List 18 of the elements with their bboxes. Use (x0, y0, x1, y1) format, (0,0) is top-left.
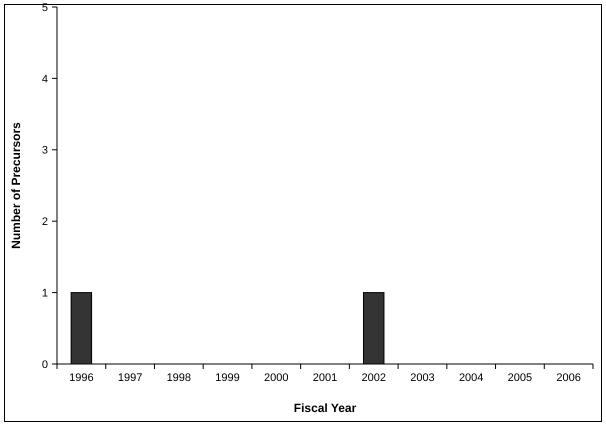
x-tick-label: 2003 (410, 372, 435, 384)
y-axis-title: Number of Precursors (9, 122, 23, 249)
x-tick-label: 1998 (166, 372, 192, 384)
x-tick-label: 2005 (508, 372, 532, 384)
x-tick-label: 2004 (458, 372, 484, 384)
x-tick-label: 1996 (69, 372, 94, 384)
x-tick-label: 1999 (215, 372, 240, 384)
x-tick-label: 2001 (312, 372, 338, 384)
x-tick-label: 2002 (361, 372, 386, 384)
x-axis-title: Fiscal Year (294, 401, 357, 415)
x-tick-label: 2000 (264, 372, 289, 384)
x-tick-label: 2006 (556, 372, 581, 384)
y-tick-label: 1 (42, 287, 48, 300)
y-tick-label: 0 (42, 358, 48, 371)
y-tick-label: 4 (42, 73, 48, 86)
y-tick-label: 2 (42, 216, 48, 228)
x-tick-label: 1997 (118, 372, 142, 384)
y-tick-label: 3 (42, 144, 48, 157)
